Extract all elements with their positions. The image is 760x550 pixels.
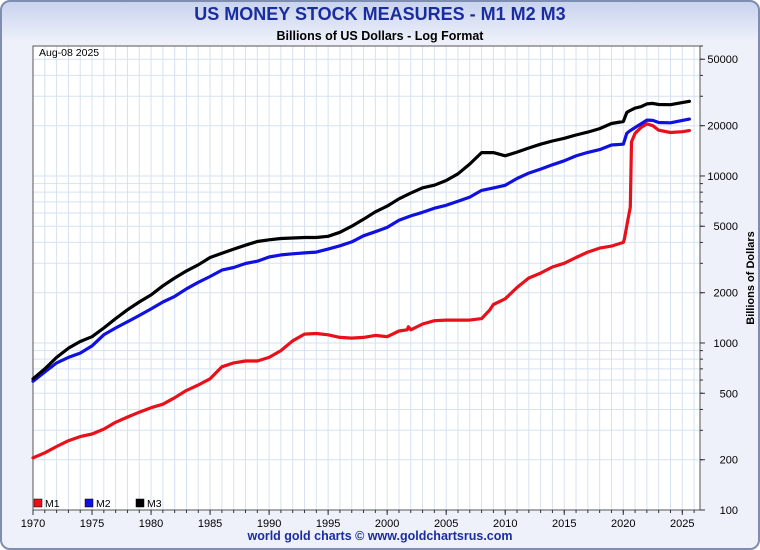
x-tick-label: 1975 <box>80 518 104 530</box>
x-tick-label: 2020 <box>611 518 635 530</box>
legend-swatch-m1 <box>33 498 43 508</box>
x-tick-label: 1970 <box>21 518 45 530</box>
legend-swatch-m2 <box>84 498 94 508</box>
x-tick-label: 2005 <box>434 518 458 530</box>
y-tick-label: 10000 <box>707 171 738 183</box>
x-tick-label: 1985 <box>198 518 222 530</box>
x-tick-label: 2025 <box>670 518 694 530</box>
legend-label-m1: M1 <box>45 498 60 510</box>
y-tick-label: 100 <box>720 505 738 517</box>
plot-area <box>33 46 700 510</box>
series-line-m3 <box>31 99 692 381</box>
series-line-m1 <box>31 122 692 460</box>
y-tick-label: 5000 <box>714 221 738 233</box>
x-tick-label: 2015 <box>552 518 576 530</box>
x-tick-label: 1990 <box>257 518 281 530</box>
y-tick-label: 1000 <box>714 338 738 350</box>
chart-title: US MONEY STOCK MEASURES - M1 M2 M3 <box>194 4 566 24</box>
series-line-m2 <box>31 117 692 383</box>
legend-label-m3: M3 <box>147 498 162 510</box>
y-tick-label: 20000 <box>707 121 738 133</box>
x-tick-label: 1980 <box>139 518 163 530</box>
plot-border <box>32 45 701 511</box>
footer-credit: world gold charts © www.goldchartsrus.co… <box>247 529 513 543</box>
legend-swatch-m3 <box>135 498 145 508</box>
legend-label-m2: M2 <box>96 498 111 510</box>
y-tick-label: 200 <box>720 455 738 467</box>
y-axis-label: Billions of Dollars <box>745 231 757 325</box>
y-tick-label: 500 <box>720 388 738 400</box>
y-tick-label: 2000 <box>714 288 738 300</box>
x-tick-label: 1995 <box>316 518 340 530</box>
y-tick-label: 50000 <box>707 54 738 66</box>
chart-subtitle: Billions of US Dollars - Log Format <box>276 29 484 43</box>
x-tick-label: 2010 <box>493 518 517 530</box>
x-tick-label: 2000 <box>375 518 399 530</box>
date-label: Aug-08 2025 <box>39 47 99 59</box>
